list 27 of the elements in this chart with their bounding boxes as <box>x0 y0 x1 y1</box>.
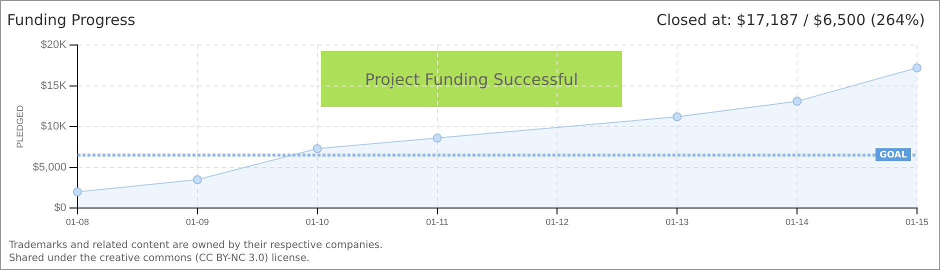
point <box>192 175 202 184</box>
x-tick-label: 01-11 <box>426 217 448 228</box>
x-tick-label: 01-08 <box>66 217 89 228</box>
y-tick-label: $20K <box>40 39 68 52</box>
y-tick-label: $0 <box>54 202 66 214</box>
x-tick-label: 01-15 <box>905 217 929 228</box>
x-tick-label: 01-10 <box>306 217 329 228</box>
point <box>312 144 322 154</box>
point <box>72 187 82 196</box>
chart-subtitle: Closed at: $17,187 / $6,500 (264%) <box>656 11 925 29</box>
x-tick-label: 01-13 <box>666 217 689 228</box>
y-tick-label: $15K <box>40 80 68 92</box>
point <box>432 134 442 143</box>
x-tick-label: 01-14 <box>786 217 809 228</box>
text: Shared under the creative commons (CC BY-NC 3.0) license. <box>9 252 311 265</box>
success-banner: Project Funding Successful <box>321 51 622 107</box>
y-axis-title: PLEDGED <box>14 104 25 148</box>
ref-line-label: GOAL <box>880 150 908 161</box>
y-tick-label: $5,000 <box>32 161 66 174</box>
y-tick-label: $10K <box>40 120 68 133</box>
point <box>672 112 682 122</box>
text: Trademarks and related content are owned by their respective companies. <box>9 239 383 252</box>
point <box>792 96 802 106</box>
chart-title: Funding Progress <box>7 11 136 29</box>
x-tick-label: 01-09 <box>186 217 209 228</box>
x-tick-label: 01-12 <box>546 217 569 228</box>
point <box>912 63 922 72</box>
